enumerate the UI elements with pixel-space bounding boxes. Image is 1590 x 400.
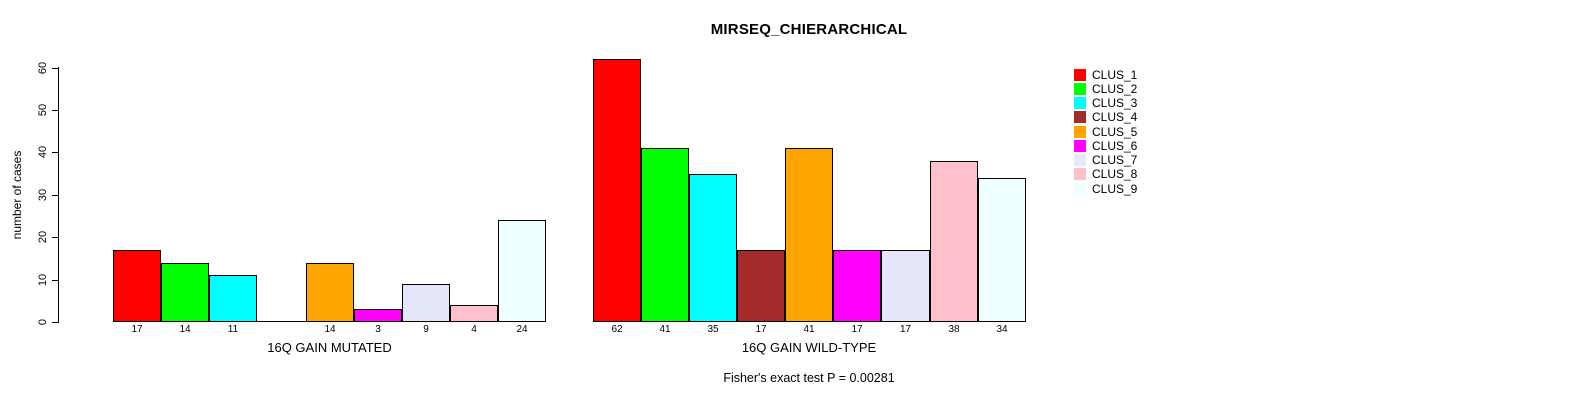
bar-value-label: 17 (851, 324, 863, 335)
legend-row: CLUS_6 (1074, 138, 1138, 153)
legend-swatch-clus_9 (1074, 182, 1086, 195)
y-axis-tick-label: 50 (37, 103, 49, 117)
bar-clus_4-group1 (257, 321, 306, 322)
legend-swatch-clus_5 (1074, 125, 1086, 138)
bar-clus_8-group1 (450, 305, 498, 322)
legend-label-clus_9: CLUS_9 (1092, 181, 1138, 196)
bar-clus_7-group2 (881, 250, 930, 322)
legend-row: CLUS_8 (1074, 166, 1138, 181)
bar-value-label: 24 (516, 324, 528, 335)
fisher-test-note: Fisher's exact test P = 0.00281 (723, 371, 895, 385)
y-axis-tick (52, 237, 58, 238)
x-axis-label-group1: 16Q GAIN MUTATED (267, 340, 392, 355)
bar-value-label: 3 (375, 324, 381, 335)
bar-value-label: 17 (755, 324, 767, 335)
bar-clus_1-group2 (593, 59, 641, 322)
bar-clus_2-group1 (161, 263, 209, 322)
legend-label-clus_8: CLUS_8 (1092, 166, 1138, 181)
bar-value-label: 62 (611, 324, 623, 335)
bar-value-label: 9 (423, 324, 429, 335)
legend-label-clus_3: CLUS_3 (1092, 95, 1138, 110)
legend-swatch-clus_7 (1074, 153, 1086, 166)
y-axis-tick-label: 30 (37, 188, 49, 202)
bar-value-label: 14 (324, 324, 336, 335)
bar-value-label: 38 (948, 324, 960, 335)
legend-row: CLUS_7 (1074, 152, 1138, 167)
y-axis-tick (52, 195, 58, 196)
legend-row: CLUS_9 (1074, 181, 1138, 196)
bar-clus_4-group2 (737, 250, 785, 322)
bar-value-label: 17 (131, 324, 143, 335)
legend-label-clus_5: CLUS_5 (1092, 124, 1138, 139)
legend-label-clus_4: CLUS_4 (1092, 109, 1138, 124)
legend-swatch-clus_4 (1074, 110, 1086, 123)
legend-label-clus_1: CLUS_1 (1092, 67, 1138, 82)
bar-clus_1-group1 (113, 250, 161, 322)
bar-clus_5-group2 (785, 148, 833, 322)
bar-value-label: 41 (659, 324, 671, 335)
bar-value-label: 41 (803, 324, 815, 335)
bar-clus_5-group1 (306, 263, 354, 322)
legend-row: CLUS_4 (1074, 109, 1138, 124)
y-axis-line (58, 67, 59, 323)
legend-swatch-clus_3 (1074, 96, 1086, 109)
y-axis-tick (52, 68, 58, 69)
y-axis-title: number of cases (10, 150, 24, 240)
legend-swatch-clus_6 (1074, 139, 1086, 152)
y-axis-tick (52, 152, 58, 153)
bar-clus_9-group1 (498, 220, 546, 322)
bar-value-label: 14 (179, 324, 191, 335)
chart-title: MIRSEQ_CHIERARCHICAL (710, 21, 908, 38)
bar-clus_9-group2 (978, 178, 1026, 322)
bar-value-label: 34 (996, 324, 1008, 335)
legend-row: CLUS_2 (1074, 81, 1138, 96)
legend-row: CLUS_1 (1074, 67, 1138, 82)
legend-label-clus_7: CLUS_7 (1092, 152, 1138, 167)
bar-clus_6-group1 (354, 309, 402, 322)
y-axis-tick-label: 40 (37, 145, 49, 159)
legend-label-clus_2: CLUS_2 (1092, 81, 1138, 96)
x-axis-label-group2: 16Q GAIN WILD-TYPE (741, 340, 877, 355)
bar-value-label: 11 (227, 324, 239, 335)
bar-clus_3-group2 (689, 174, 737, 322)
bar-value-label: 4 (471, 324, 477, 335)
bar-value-label: 17 (899, 324, 912, 335)
bar-value-label: 35 (707, 324, 719, 335)
y-axis-tick (52, 280, 58, 281)
bar-clus_3-group1 (209, 275, 257, 322)
legend-swatch-clus_1 (1074, 68, 1086, 81)
bar-clus_8-group2 (930, 161, 978, 322)
legend-row: CLUS_5 (1074, 124, 1138, 139)
legend-row: CLUS_3 (1074, 95, 1138, 110)
y-axis-tick-label: 60 (37, 61, 49, 75)
y-axis-tick (52, 110, 58, 111)
y-axis-tick (52, 322, 58, 323)
bar-clus_7-group1 (402, 284, 450, 322)
legend-swatch-clus_8 (1074, 167, 1086, 180)
y-axis-tick-label: 0 (37, 318, 49, 326)
y-axis-tick-label: 10 (37, 273, 49, 287)
bar-clus_6-group2 (833, 250, 881, 322)
bar-clus_2-group2 (641, 148, 689, 322)
y-axis-tick-label: 20 (37, 230, 49, 244)
legend-swatch-clus_2 (1074, 82, 1086, 95)
legend-label-clus_6: CLUS_6 (1092, 138, 1138, 153)
